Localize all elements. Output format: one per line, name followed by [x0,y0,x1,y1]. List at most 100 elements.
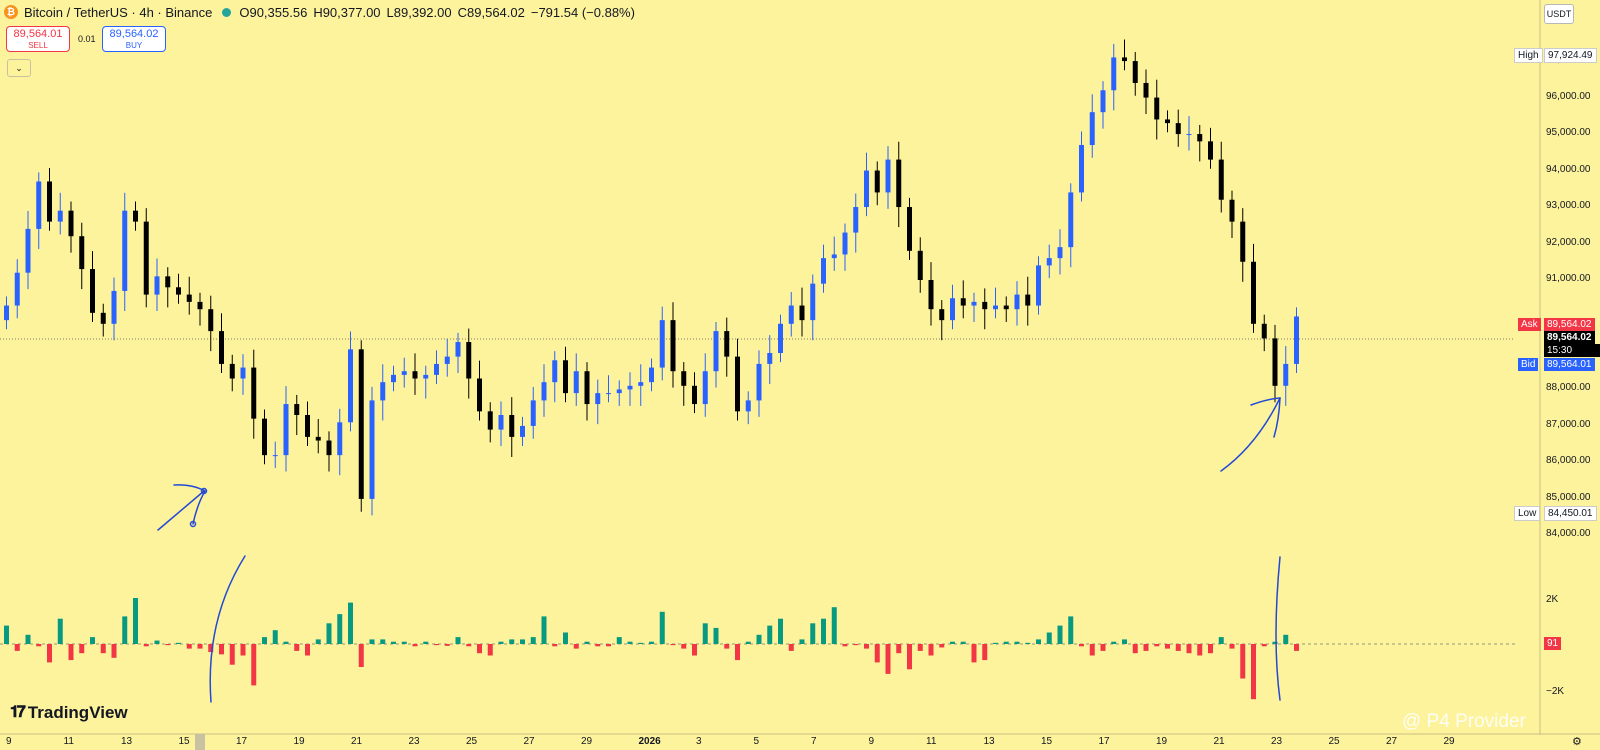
candle [616,380,622,406]
candle [1025,276,1031,326]
candle-body [219,331,224,364]
tradingview-icon: 𝟏𝟕 [10,704,26,721]
bid-label: Bid [1518,358,1539,371]
candle-body [939,309,945,321]
price-tick: 85,000.00 [1546,491,1591,503]
time-tick: 13 [983,736,995,747]
candle-body [638,382,644,386]
oscillator-tick-minus-2k: −2K [1546,686,1565,697]
high-label: High [1514,48,1543,63]
sell-button[interactable]: 89,564.01 SELL [6,26,70,52]
oscillator-bar [584,641,590,644]
candle [240,354,246,395]
oscillator-bar [659,611,665,644]
time-tick: 19 [1156,736,1168,747]
candle-body [466,342,472,379]
candle [1208,127,1213,169]
oscillator-bar [14,644,20,651]
candle [143,208,149,308]
time-tick: 27 [1386,736,1398,747]
time-tick: 25 [1328,736,1340,747]
sell-label: SELL [28,41,48,50]
candle-body [1111,57,1117,91]
oscillator-bar [756,634,762,644]
candle-body [885,159,891,193]
settings-icon[interactable]: ⚙ [1572,736,1582,748]
candle [294,394,300,436]
oscillator-bar [272,630,278,644]
candle [401,357,407,388]
buy-button[interactable]: 89,564.02 BUY [102,26,166,52]
oscillator-bar [1111,641,1117,644]
candle [444,338,450,377]
candle-body [208,309,214,332]
oscillator-bar [1251,644,1256,700]
candle [466,328,472,399]
candle-body [1261,323,1267,339]
collapse-legend-button[interactable]: ⌄ [7,59,31,77]
candle [960,280,966,319]
candle [1175,109,1181,147]
ohlc-high: H90,377.00 [313,4,381,20]
candle [1283,346,1289,406]
candle-body [1218,159,1224,200]
price-tick: 95,000.00 [1546,127,1591,139]
candle [659,306,665,381]
price-tick: 91,000.00 [1546,273,1591,284]
time-tick: 3 [696,736,702,747]
oscillator-bar [627,641,633,644]
tradingview-logo-text: TradingView [27,703,128,722]
candle-body [563,360,568,394]
currency-button[interactable]: USDT [1544,4,1574,24]
candle-body [36,181,42,229]
candle-body [251,367,257,419]
candle [735,338,740,421]
candle-body [315,436,321,441]
oscillator-bar [1003,641,1009,644]
candle [874,161,880,206]
candle-body [1057,247,1063,259]
candle [509,397,515,457]
oscillator-bar [530,637,536,644]
candle-body [1036,265,1041,306]
candle-body [1197,134,1203,142]
oscillator-bar [724,644,730,649]
candle [885,146,891,209]
candle-body [305,415,310,437]
oscillator-bar [1143,644,1149,651]
last-price-value: 89,564.02 [1544,331,1595,344]
candle-body [649,367,654,383]
candle-body [810,283,816,321]
candle-body [842,232,848,255]
tradingview-logo[interactable]: 𝟏𝟕 TradingView [10,703,128,723]
candle-body [358,349,364,499]
oscillator-bar [1294,644,1299,651]
candle-body [1272,338,1278,386]
candle [1272,324,1278,403]
candle [1186,116,1192,151]
oscillator-bar [1272,641,1278,644]
candle [412,353,418,395]
candle [57,192,63,235]
candle-body [874,170,880,193]
time-tick: 27 [523,736,535,747]
candle-body [778,323,783,353]
oscillator-bar [477,644,482,654]
oscillator-bar [1229,644,1235,649]
candle-body [896,159,902,208]
hand-drawn-arrow-right [1220,397,1281,472]
candle-body [68,210,74,237]
candle [1143,69,1149,114]
oscillator-bar [810,623,816,644]
candle [90,251,95,322]
symbol-title[interactable]: Bitcoin / TetherUS · 4h · Binance [24,4,213,20]
candle-body [1165,119,1170,124]
candle-body [133,210,138,222]
candlestick-series [4,39,1299,516]
oscillator-bar [47,644,52,663]
oscillator-bar [401,641,407,644]
candle [487,402,493,443]
oscillator-bar [186,644,192,649]
candle-body [337,422,343,456]
